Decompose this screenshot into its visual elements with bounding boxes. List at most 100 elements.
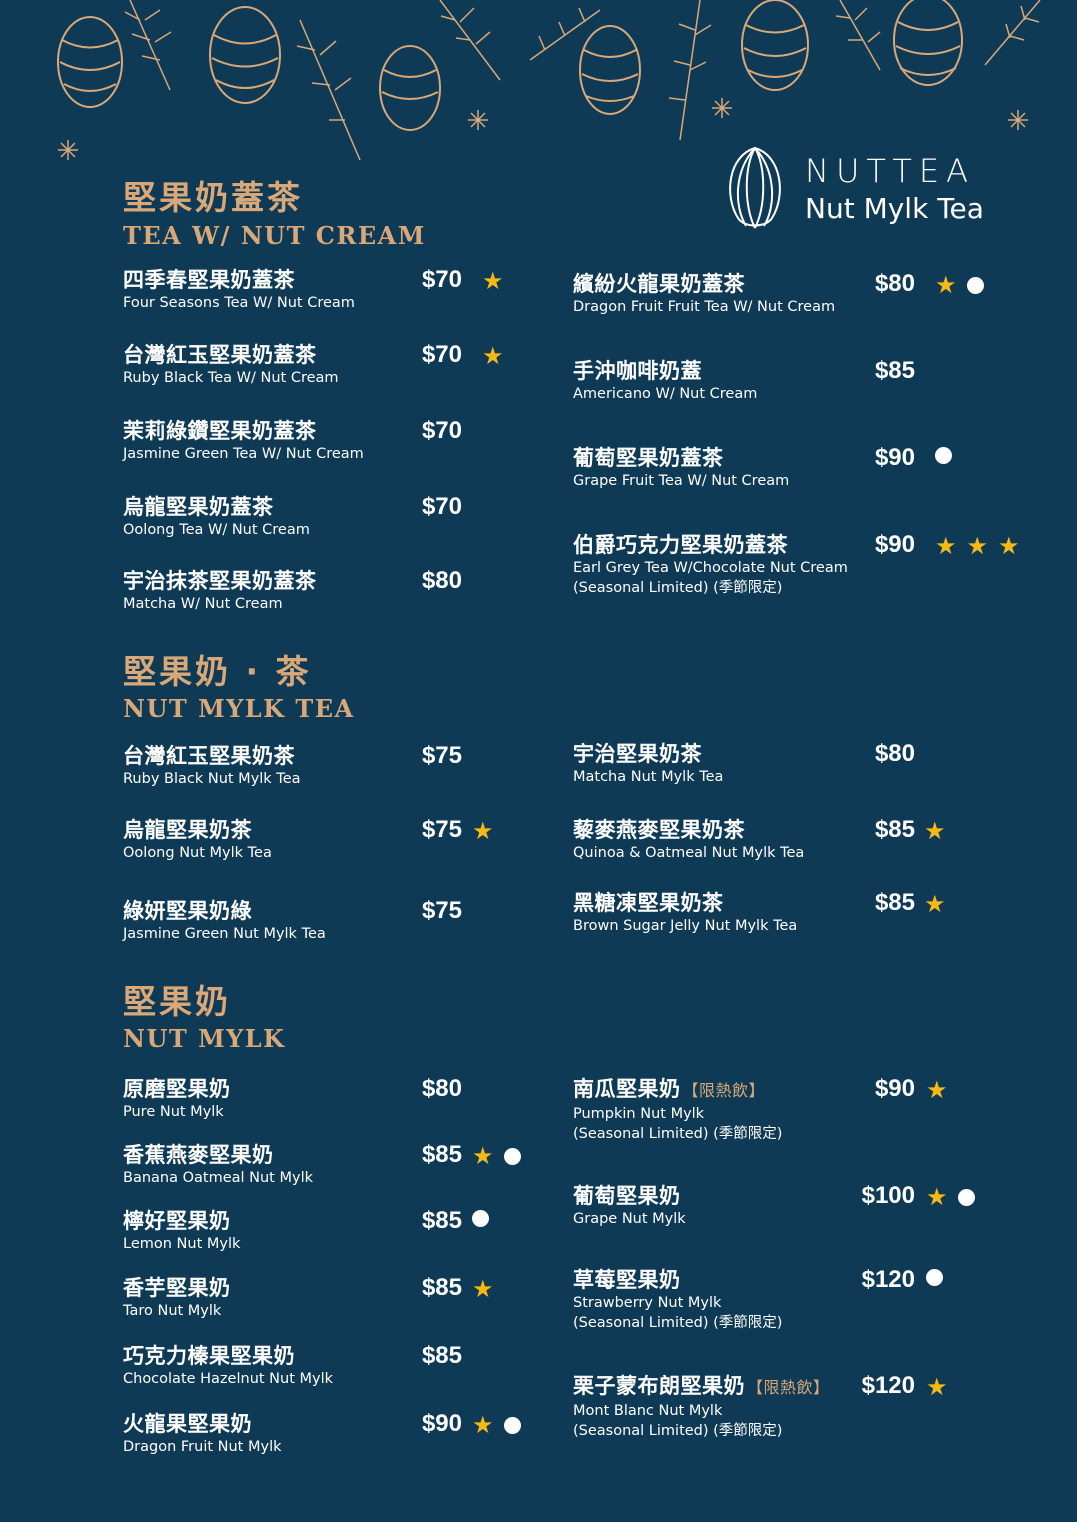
item-name-en: Grape Fruit Tea W/ Nut Cream [573, 473, 790, 489]
item-name-en: Ruby Black Tea W/ Nut Cream [123, 370, 339, 386]
item-price: $70 [421, 266, 462, 293]
item-name-en: Dragon Fruit Nut Mylk [123, 1439, 282, 1455]
item-name-zh: 烏龍堅果奶茶 [123, 817, 272, 843]
snowflake-icon [58, 98, 1028, 160]
item-name-en: Oolong Nut Mylk Tea [123, 845, 272, 861]
section-title-en: NUT MYLK TEA [123, 694, 355, 723]
item-name-zh: 原磨堅果奶 [123, 1076, 231, 1102]
menu-item: 栗子蒙布朗堅果奶 【限熱飲】 Mont Blanc Nut Mylk (Seasona… [573, 1373, 830, 1441]
dot-icon [503, 1147, 521, 1165]
item-name-zh: 香蕉燕麥堅果奶 [123, 1142, 313, 1168]
menu-item: 草莓堅果奶 Strawberry Nut Mylk (Seasonal Limite… [573, 1267, 782, 1333]
item-name-zh-text: 四季春堅果奶蓋茶 [123, 268, 295, 292]
menu-item: 巧克力榛果堅果奶 Chocolate Hazelnut Nut Mylk [123, 1343, 333, 1389]
star-icon: ★ [924, 817, 946, 845]
menu-item: 手沖咖啡奶蓋 Americano W/ Nut Cream [573, 358, 757, 404]
menu-item: 四季春堅果奶蓋茶 Four Seasons Tea W/ Nut Cream [123, 267, 355, 313]
seasonal-note: (Seasonal Limited) (季節限定) [573, 580, 783, 596]
star-icon: ★ [935, 532, 957, 560]
item-price: $90 [874, 531, 915, 558]
pinecone-icon [57, 0, 963, 131]
item-name-zh: 葡萄堅果奶蓋茶 [573, 445, 789, 471]
item-name-zh-text: 台灣紅玉堅果奶蓋茶 [123, 343, 317, 367]
item-name-zh: 草莓堅果奶 [573, 1267, 782, 1293]
menu-item: 繽紛火龍果奶蓋茶 Dragon Fruit Fruit Tea W/ Nut Cr… [573, 271, 835, 317]
dot-icon [957, 1188, 975, 1206]
pinecone-decoration [57, 0, 1041, 161]
section-title-zh: 堅果奶 [123, 982, 231, 1021]
item-name-zh-text: 巧克力榛果堅果奶 [123, 1344, 295, 1368]
item-marks [935, 447, 952, 464]
item-price: $120 [861, 1266, 915, 1293]
menu-item: 茉莉綠鑽堅果奶蓋茶 Jasmine Green Tea W/ Nut Cream [123, 418, 364, 464]
item-name-en: Dragon Fruit Fruit Tea W/ Nut Cream [573, 299, 836, 315]
menu-item: 台灣紅玉堅果奶茶 Ruby Black Nut Mylk Tea [123, 743, 301, 789]
star-icon: ★ [472, 1411, 494, 1439]
section-title-zh: 堅果奶 · 茶 [123, 652, 312, 691]
item-price: $85 [874, 889, 915, 916]
star-icon: ★ [926, 1076, 948, 1104]
item-price: $70 [421, 417, 462, 444]
star-icon: ★ [998, 532, 1020, 560]
item-name-zh: 巧克力榛果堅果奶 [123, 1343, 333, 1369]
item-marks: ★ [472, 1413, 521, 1437]
item-name-en: Jasmine Green Tea W/ Nut Cream [123, 446, 364, 462]
star-icon: ★ [926, 1183, 948, 1211]
item-name-en: Matcha Nut Mylk Tea [573, 769, 724, 785]
item-name-en: Lemon Nut Mylk [123, 1236, 241, 1252]
item-name-zh: 綠妍堅果奶綠 [123, 898, 326, 924]
item-name-en: Pure Nut Mylk [123, 1104, 224, 1120]
menu-item: 宇治抹茶堅果奶蓋茶 Matcha W/ Nut Cream [123, 568, 317, 614]
item-name-zh: 繽紛火龍果奶蓋茶 [573, 271, 835, 297]
item-name-en: Four Seasons Tea W/ Nut Cream [123, 295, 355, 311]
item-price: $90 [421, 1410, 462, 1437]
seasonal-note: (Seasonal Limited) (季節限定) [573, 1126, 783, 1142]
item-marks: ★ [924, 819, 946, 843]
seasonal-note: (Seasonal Limited) (季節限定) [573, 1423, 783, 1439]
menu-item: 烏龍堅果奶茶 Oolong Nut Mylk Tea [123, 817, 272, 863]
item-name-en: Jasmine Green Nut Mylk Tea [123, 926, 326, 942]
item-price: $120 [861, 1372, 915, 1399]
menu-item: 南瓜堅果奶 【限熱飲】 Pumpkin Nut Mylk (Seasonal Limi… [573, 1076, 782, 1144]
menu-item: 火龍果堅果奶 Dragon Fruit Nut Mylk [123, 1411, 282, 1457]
star-icon: ★ [935, 271, 957, 299]
item-name-zh: 宇治堅果奶茶 [573, 741, 723, 767]
menu-item: 台灣紅玉堅果奶蓋茶 Ruby Black Tea W/ Nut Cream [123, 342, 339, 388]
item-name-zh: 葡萄堅果奶 [573, 1183, 686, 1209]
section-title-en: TEA W/ NUT CREAM [123, 221, 426, 250]
item-name-zh: 手沖咖啡奶蓋 [573, 358, 757, 384]
item-name-zh-text: 繽紛火龍果奶蓋茶 [573, 272, 745, 296]
nut-outline-icon [729, 146, 781, 229]
item-name-zh-text: 葡萄堅果奶蓋茶 [573, 446, 724, 470]
item-price: $85 [421, 1274, 462, 1301]
item-name-zh: 台灣紅玉堅果奶蓋茶 [123, 342, 339, 368]
item-price: $85 [874, 816, 915, 843]
star-icon: ★ [926, 1373, 948, 1401]
brand-tagline: Nut Mylk Tea [805, 192, 984, 225]
item-name-en: Matcha W/ Nut Cream [123, 596, 283, 612]
menu-item: 原磨堅果奶 Pure Nut Mylk [123, 1076, 231, 1122]
dot-icon [926, 1269, 943, 1286]
item-marks: ★ [482, 269, 504, 293]
item-marks: ★ [926, 1375, 948, 1399]
item-name-zh-text: 葡萄堅果奶 [573, 1184, 681, 1208]
item-name-zh-text: 台灣紅玉堅果奶茶 [123, 744, 295, 768]
item-name-zh: 藜麥燕麥堅果奶茶 [573, 817, 804, 843]
item-marks: ★ [472, 1144, 521, 1168]
item-price: $90 [874, 444, 915, 471]
item-price: $85 [421, 1342, 462, 1369]
menu-item: 葡萄堅果奶蓋茶 Grape Fruit Tea W/ Nut Cream [573, 445, 789, 491]
item-marks: ★ [926, 1078, 948, 1102]
hot-only-tag: 【限熱飲】 [682, 1081, 766, 1100]
item-price: $80 [421, 567, 462, 594]
item-marks: ★ [482, 344, 504, 368]
item-price: $80 [874, 740, 915, 767]
item-name-zh-text: 南瓜堅果奶 [573, 1077, 681, 1101]
item-name-en: Banana Oatmeal Nut Mylk [123, 1170, 313, 1186]
item-price: $90 [874, 1075, 915, 1102]
item-price: $85 [874, 357, 915, 384]
item-name-zh-text: 栗子蒙布朗堅果奶 [573, 1374, 745, 1398]
dot-icon [966, 276, 984, 294]
item-name-zh: 茉莉綠鑽堅果奶蓋茶 [123, 418, 364, 444]
item-price: $85 [421, 1207, 462, 1234]
